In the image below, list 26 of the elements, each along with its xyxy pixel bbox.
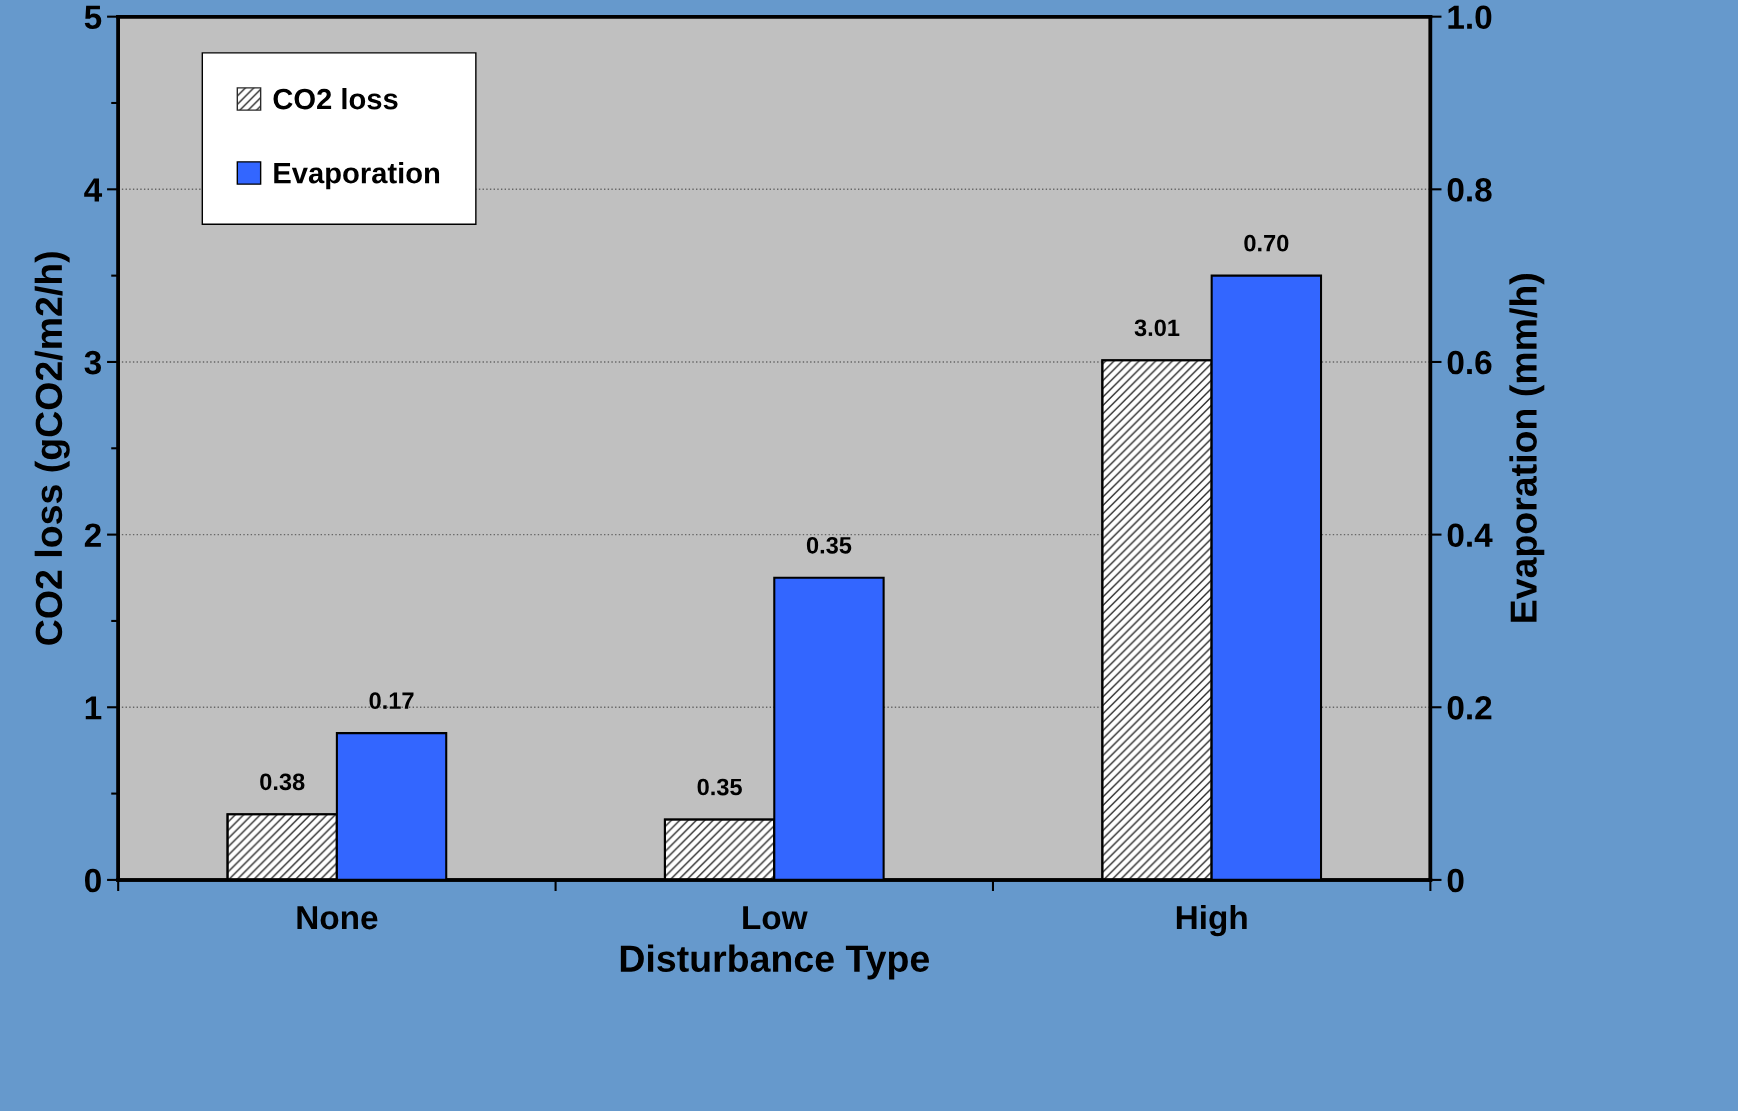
y-tick-label: 0	[84, 868, 101, 893]
y-tick-label: 3	[84, 350, 102, 375]
data-label: 0.35	[806, 536, 852, 554]
y2-tick-label: 0.4	[1447, 523, 1493, 548]
data-label: 0.17	[369, 692, 414, 710]
x-tick-label: Low	[743, 906, 808, 930]
y-tick-label: 5	[84, 5, 102, 30]
y-axis-title: CO2 loss (gCO2/m2/h)	[34, 252, 70, 645]
legend-label: Evaporation	[274, 161, 440, 190]
data-label: 0.35	[697, 778, 742, 796]
y2-tick-label: 0.8	[1447, 178, 1492, 202]
y-tick-label: 2	[84, 523, 101, 547]
y2-tick-label: 0	[1447, 868, 1464, 893]
y-tick-label: 4	[84, 178, 103, 202]
x-tick-label: None	[297, 906, 378, 930]
x-axis-title: Disturbance Type	[620, 944, 929, 980]
data-label: 0.38	[260, 773, 305, 791]
y2-tick-label: 0.2	[1447, 696, 1492, 720]
legend-label: CO2 loss	[273, 87, 398, 110]
y2-tick-label: 0.6	[1447, 350, 1492, 375]
y2-axis-title: Evaporation (mm/h)	[1509, 274, 1545, 622]
x-tick-label: High	[1176, 904, 1247, 937]
data-label: 0.70	[1244, 234, 1289, 252]
y-tick-label: 1	[85, 696, 102, 720]
y2-tick-label: 1.0	[1448, 5, 1492, 30]
data-label: 3.01	[1134, 319, 1180, 337]
